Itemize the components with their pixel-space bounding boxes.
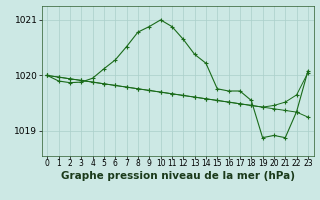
X-axis label: Graphe pression niveau de la mer (hPa): Graphe pression niveau de la mer (hPa) <box>60 171 295 181</box>
